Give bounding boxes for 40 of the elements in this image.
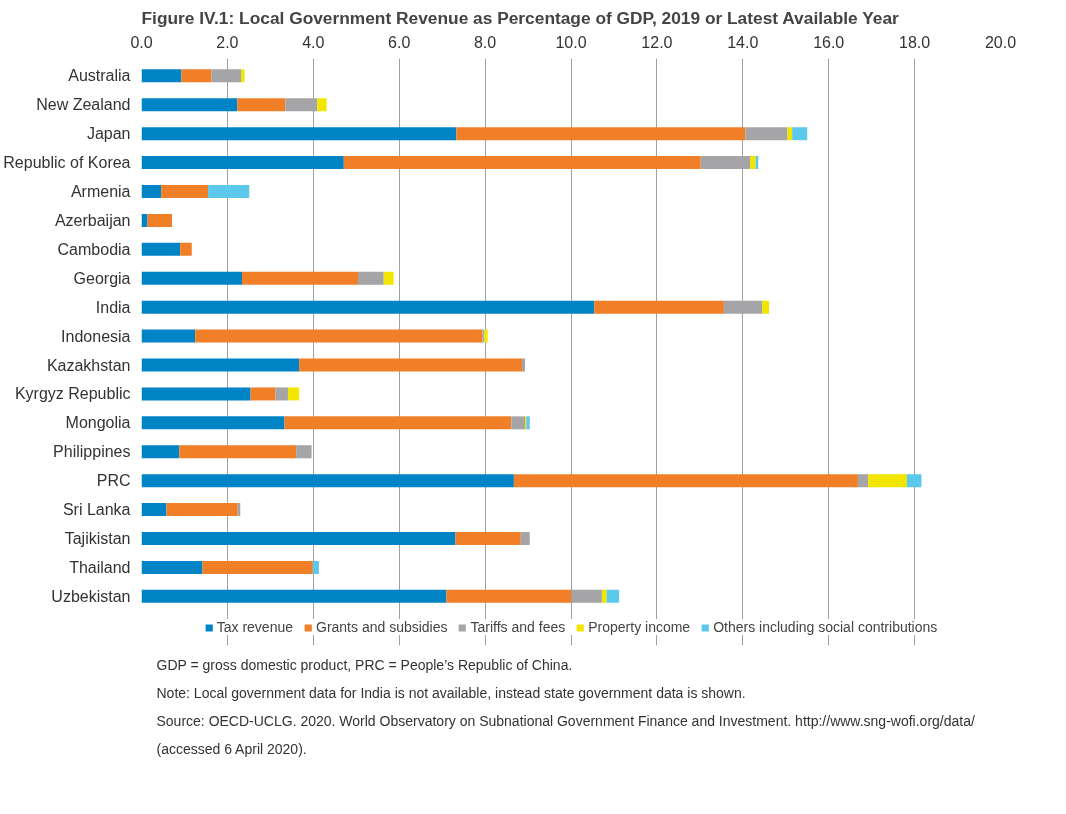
text: (accessed 6 April 2020). [156,740,307,757]
legend-label: Tax revenue [216,619,293,635]
y-tick-label: India [95,298,131,316]
y-tick-label: Australia [68,67,131,85]
text: Note: Local government data for India is not available, instead state government data is shown. [156,684,746,701]
x-tick-label: 20.0 [984,33,1017,51]
x-tick-label: 2.0 [216,33,239,51]
x-tick-label: 8.0 [473,33,497,51]
source-note: Source: OECD-UCLG. 2020. World Observatory on Subnational Government Finance and Investment. http://www.sng-wofi.org/data/ [156,712,975,729]
x-tick-label: 4.0 [302,33,325,51]
y-tick-label: Mongolia [65,414,131,432]
x-tick-label: 12.0 [641,33,673,51]
y-tick-label: Kyrgyz Republic [14,385,131,403]
y-tick-label: Armenia [70,183,131,201]
y-tick-label: Azerbaijan [54,211,131,229]
y-tick-label: Republic of Korea [3,154,131,172]
y-tick-label: Uzbekistan [51,587,131,605]
y-tick-label: Philippines [53,443,131,461]
x-tick-label: 0.0 [130,33,153,51]
y-tick-label: Cambodia [57,240,131,258]
y-tick-label: New Zealand [36,96,131,114]
x-tick-label: 10.0 [555,33,587,51]
legend-label: Property income [588,619,691,635]
y-tick-label: PRC [96,472,131,490]
y-tick-label: Thailand [69,558,131,576]
legend-label: Tariffs and fees [470,619,566,635]
x-tick-label: 14.0 [727,33,759,51]
y-tick-label: Japan [86,125,131,143]
y-tick-label: Sri Lanka [62,501,131,519]
y-tick-label: Indonesia [61,327,131,345]
y-tick-label: Tajikistan [64,530,131,548]
y-tick-label: Kazakhstan [46,356,131,374]
legend-label: Grants and subsidies [316,619,448,635]
text: GDP = gross domestic product, PRC = People’s Republic of China. [156,656,573,673]
chart-title: Figure IV.1: Local Government Revenue as Percentage of GDP, 2019 or Latest Available Year [141,7,900,28]
y-tick-label: Georgia [73,269,131,287]
legend-label: Others including social contributions [713,619,938,635]
x-tick-label: 6.0 [388,33,411,51]
x-tick-label: 18.0 [899,33,931,51]
x-tick-label: 16.0 [813,33,845,51]
